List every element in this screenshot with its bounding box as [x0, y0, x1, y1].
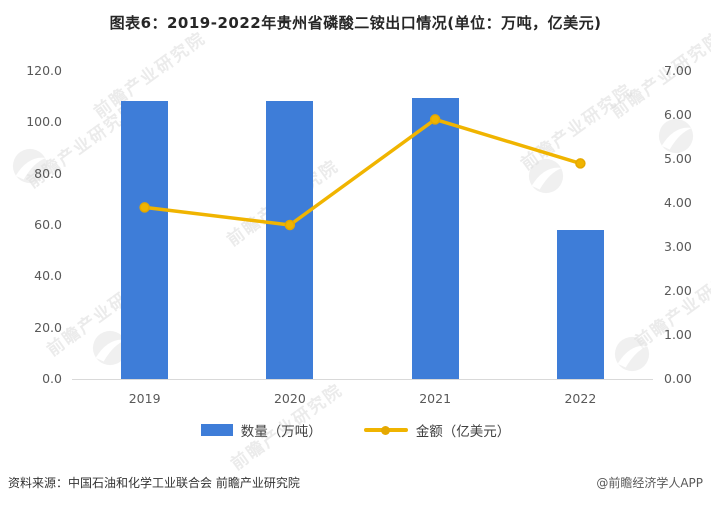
line-point-2021	[429, 114, 441, 125]
legend-bar-label: 数量（万吨）	[240, 424, 322, 440]
right-axis-tick-label: 5.00	[664, 151, 692, 166]
legend-bar-swatch-icon	[200, 424, 233, 436]
right-axis-tick-label: 6.00	[664, 107, 692, 122]
bar-2019	[121, 100, 169, 379]
line-point-2022	[575, 158, 586, 169]
left-axis-tick-label: 100.0	[26, 114, 62, 130]
x-axis-label-2019: 2019	[128, 391, 161, 406]
left-axis-tick-label: 40.0	[34, 268, 62, 284]
x-axis-label-2022: 2022	[564, 391, 597, 406]
chart-title: 图表6：2019-2022年贵州省磷酸二铵出口情况(单位：万吨，亿美元)	[109, 14, 602, 32]
source-note: 资料来源：中国石油和化学工业联合会 前瞻产业研究院	[8, 476, 300, 490]
right-axis-tick-label: 3.00	[664, 239, 692, 254]
line-path	[144, 117, 581, 227]
legend-item-quantity: 数量（万吨）	[200, 420, 322, 440]
left-axis-tick-label: 80.0	[34, 165, 62, 181]
right-axis-tick-label: 2.00	[664, 283, 692, 298]
left-axis-tick-label: 120.0	[26, 63, 62, 78]
left-axis-tick-label: 20.0	[34, 319, 62, 335]
right-axis-tick-label: 0.00	[664, 371, 692, 386]
bar-2022	[556, 230, 604, 379]
right-axis-tick-label: 4.00	[664, 195, 692, 210]
chart-legend: 数量（万吨） 金额（亿美元）	[0, 420, 711, 440]
line-point-2019	[139, 202, 150, 213]
right-axis-tick-label: 1.00	[664, 327, 692, 342]
credit-note: @前瞻经济学人APP	[596, 476, 703, 490]
right-axis-tick-label: 7.00	[664, 63, 692, 78]
plot-area	[72, 71, 653, 380]
line-series	[139, 114, 586, 231]
left-axis-tick-label: 60.0	[34, 217, 62, 232]
legend-item-amount: 金额（亿美元）	[363, 420, 511, 440]
x-axis-label-2020: 2020	[273, 391, 306, 406]
bar-2020	[266, 101, 314, 379]
bar-2021	[411, 97, 459, 379]
legend-line-label: 金额（亿美元）	[415, 424, 511, 440]
line-point-2020	[284, 219, 296, 231]
legend-line-swatch-icon	[363, 424, 408, 436]
x-axis-line	[72, 379, 653, 380]
x-axis-label-2021: 2021	[419, 391, 452, 406]
left-axis-tick-label: 0.0	[42, 371, 62, 386]
